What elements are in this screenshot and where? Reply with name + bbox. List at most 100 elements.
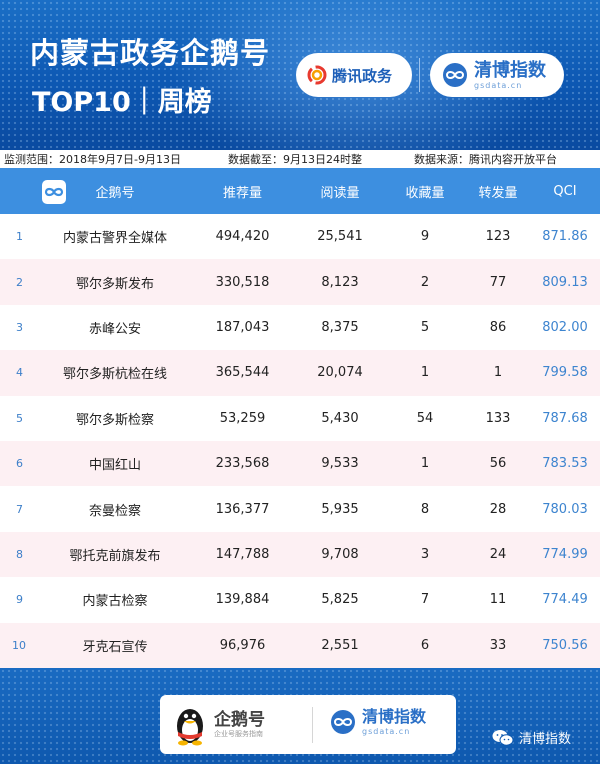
- row-name: 内蒙古检察: [82, 594, 148, 610]
- row-qci: 787.68: [542, 410, 588, 426]
- table-row: 6 中国红山 233,568 9,533 1 56 783.53: [0, 440, 600, 487]
- wechat-account: 清博指数: [492, 728, 571, 747]
- qingbo-logo-domain: gsdata.cn: [362, 727, 411, 736]
- infinity-icon: [331, 709, 355, 734]
- table-header: 企鹅号 推荐量 阅读量 收藏量 转发量 QCI: [0, 168, 600, 214]
- row-favorite: 54: [416, 410, 434, 426]
- row-share: 77: [489, 274, 507, 290]
- table-row: 8 鄂托克前旗发布 147,788 9,708 3 24 774.99: [0, 531, 600, 578]
- qie-logo-text: 企鹅号: [214, 709, 265, 730]
- row-qci: 780.03: [542, 501, 588, 517]
- column-header-qci: QCI: [553, 183, 577, 199]
- row-favorite: 9: [420, 229, 430, 245]
- row-name: 中国红山: [88, 458, 141, 474]
- row-favorite: 5: [420, 319, 430, 335]
- info-bar: 监测范围：2018年9月7日-9月13日 数据截至：9月13日24时整 数据来源…: [0, 150, 600, 168]
- table-body: 1 内蒙古警界全媒体 494,420 25,541 9 123 871.86 2…: [0, 214, 600, 668]
- column-header-name: 企鹅号: [95, 185, 135, 201]
- wechat-account-name: 清博指数: [519, 732, 572, 747]
- qingbo-logo-domain: gsdata.cn: [474, 80, 523, 90]
- row-rank: 10: [12, 638, 26, 652]
- row-recommend: 139,884: [215, 592, 270, 608]
- row-read: 5,825: [321, 592, 359, 608]
- table-row: 7 奈曼检察 136,377 5,935 8 28 780.03: [0, 486, 600, 531]
- row-read: 8,123: [321, 274, 359, 290]
- row-share: 28: [489, 501, 507, 517]
- monitor-range: 监测范围：2018年9月7日-9月13日: [4, 153, 181, 166]
- table-row: 5 鄂尔多斯检察 53,259 5,430 54 133 787.68: [0, 396, 600, 441]
- row-qci: 809.13: [542, 274, 588, 290]
- row-rank: 8: [16, 547, 23, 561]
- row-favorite: 6: [420, 637, 430, 653]
- table-row: 4 鄂尔多斯杭检在线 365,544 20,074 1 1 799.58: [0, 350, 600, 396]
- row-name: 牙克石宣传: [82, 639, 148, 655]
- qingbo-logo: 清博指数 gsdata.cn: [430, 53, 564, 97]
- tencent-logo-text: 腾讯政务: [332, 66, 393, 85]
- row-share: 56: [489, 456, 507, 472]
- qie-logo-subtext: 企业号服务指南: [214, 729, 263, 738]
- row-qci: 799.58: [542, 365, 588, 381]
- row-share: 86: [489, 319, 507, 335]
- row-read: 2,551: [321, 637, 359, 653]
- infinity-icon: [42, 180, 66, 204]
- row-favorite: 7: [420, 592, 430, 608]
- row-qci: 774.99: [542, 546, 588, 562]
- row-read: 8,375: [321, 319, 359, 335]
- qingbo-logo-text: 清博指数: [474, 59, 546, 81]
- row-read: 9,708: [321, 546, 359, 562]
- row-recommend: 147,788: [215, 546, 270, 562]
- row-read: 20,074: [317, 365, 363, 381]
- row-favorite: 1: [420, 456, 430, 472]
- row-recommend: 365,544: [215, 365, 270, 381]
- partner-logo-card: 企鹅号 企业号服务指南 清博指数 gsdata.cn: [160, 695, 456, 754]
- row-name: 奈曼检察: [88, 503, 141, 519]
- data-source: 数据来源：腾讯内容开放平台: [414, 153, 557, 166]
- qie-logo: 企鹅号 企业号服务指南: [172, 702, 265, 746]
- row-rank: 9: [16, 593, 23, 607]
- row-favorite: 2: [420, 274, 430, 290]
- row-rank: 4: [16, 366, 23, 380]
- row-rank: 1: [16, 230, 23, 244]
- tencent-gov-logo: 腾讯政务: [296, 53, 412, 97]
- row-rank: 2: [16, 275, 23, 289]
- row-favorite: 1: [420, 365, 430, 381]
- row-rank: 7: [16, 502, 23, 516]
- row-recommend: 330,518: [215, 274, 270, 290]
- row-read: 9,533: [321, 456, 359, 472]
- page-title: 内蒙古政务企鹅号: [30, 36, 271, 70]
- row-name: 内蒙古警界全媒体: [62, 231, 167, 247]
- row-qci: 750.56: [542, 637, 588, 653]
- logo-divider: [419, 58, 420, 92]
- row-name: 鄂尔多斯检察: [75, 412, 154, 428]
- data-cutoff: 数据截至：9月13日24时整: [228, 153, 362, 166]
- tencent-swirl-icon: [307, 65, 327, 85]
- row-rank: 5: [16, 411, 23, 425]
- row-rank: 3: [16, 320, 23, 334]
- row-name: 鄂尔多斯杭检在线: [62, 367, 167, 383]
- row-recommend: 96,976: [219, 637, 266, 653]
- infinity-icon: [443, 63, 467, 87]
- row-qci: 802.00: [542, 319, 588, 335]
- column-header-favorite: 收藏量: [405, 185, 445, 201]
- row-qci: 783.53: [542, 456, 588, 472]
- row-recommend: 53,259: [219, 410, 266, 426]
- page-subtitle: TOP10｜周榜: [32, 87, 212, 118]
- table-row: 1 内蒙古警界全媒体 494,420 25,541 9 123 871.86: [0, 214, 600, 259]
- table-row: 10 牙克石宣传 96,976 2,551 6 33 750.56: [0, 622, 600, 668]
- qingbo-logo-text: 清博指数: [362, 707, 427, 726]
- logo-divider: [312, 707, 313, 743]
- row-read: 5,430: [321, 410, 359, 426]
- column-header-read: 阅读量: [320, 185, 360, 201]
- row-share: 24: [489, 546, 507, 562]
- row-recommend: 187,043: [215, 319, 270, 335]
- row-name: 赤峰公安: [88, 321, 141, 337]
- row-read: 25,541: [317, 229, 363, 245]
- row-name: 鄂尔多斯发布: [75, 276, 154, 292]
- row-qci: 774.49: [542, 592, 588, 608]
- row-favorite: 8: [420, 501, 430, 517]
- row-share: 123: [485, 229, 511, 245]
- row-share: 33: [489, 637, 507, 653]
- qingbo-logo: 清博指数 gsdata.cn: [330, 707, 426, 736]
- column-header-share: 转发量: [478, 185, 518, 201]
- row-share: 11: [489, 592, 507, 608]
